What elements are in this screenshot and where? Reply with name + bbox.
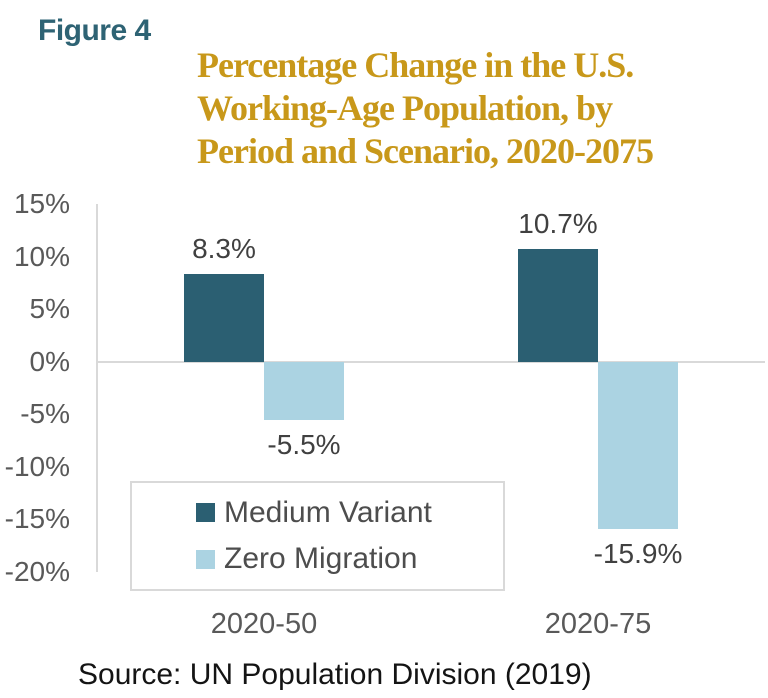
legend: Medium Variant Zero Migration xyxy=(130,481,505,591)
x-category-label-2020-50: 2020-50 xyxy=(210,608,318,640)
bar-value-label--5-5-: -5.5% xyxy=(267,428,341,460)
medium-variant-swatch-icon xyxy=(196,503,215,523)
bar-medium-variant-2020-75 xyxy=(518,249,598,362)
y-tick-label--5-: -5% xyxy=(20,398,70,430)
x-category-label-2020-75: 2020-75 xyxy=(544,608,652,640)
y-tick-label-15-: 15% xyxy=(13,188,70,219)
y-tick-label-0-: 0% xyxy=(29,345,70,377)
figure-number-label: Figure 4 xyxy=(38,14,151,47)
legend-item-zero-migration: Zero Migration xyxy=(196,542,503,576)
chart-title-line-3: Period and Scenario, 2020-2075 xyxy=(197,131,654,171)
bar-value-label--15-9-: -15.9% xyxy=(593,537,683,569)
bar-zero-migration-2020-75 xyxy=(598,361,678,529)
y-tick-label-5-: 5% xyxy=(29,293,70,325)
chart-title-line-1: Percentage Change in the U.S. xyxy=(197,45,634,85)
zero-migration-swatch-icon xyxy=(196,549,215,569)
y-tick-label--20-: -20% xyxy=(4,556,70,587)
y-tick-label--10-: -10% xyxy=(4,450,70,482)
y-tick-label-10-: 10% xyxy=(13,240,70,272)
legend-item-medium-variant: Medium Variant xyxy=(196,496,503,530)
zero-gridline xyxy=(97,360,765,363)
legend-label-medium-variant: Medium Variant xyxy=(224,495,432,529)
source-note: Source: UN Population Division (2019) xyxy=(78,658,592,691)
bar-value-label-8-3-: 8.3% xyxy=(192,233,256,265)
chart-title-line-2: Working-Age Population, by xyxy=(197,88,613,128)
y-axis-line xyxy=(96,204,98,572)
bar-zero-migration-2020-50 xyxy=(264,361,344,420)
bar-medium-variant-2020-50 xyxy=(184,274,264,362)
y-tick-label--15-: -15% xyxy=(4,503,70,535)
chart-title: Percentage Change in the U.S. Working-Ag… xyxy=(197,44,654,173)
bar-value-label-10-7-: 10.7% xyxy=(518,208,598,240)
legend-label-zero-migration: Zero Migration xyxy=(224,542,418,576)
